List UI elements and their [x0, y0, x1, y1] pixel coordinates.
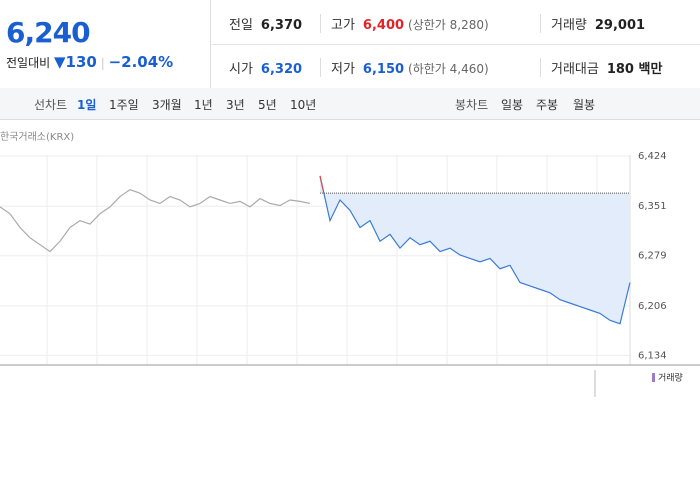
period-button[interactable]: 5년 — [258, 98, 277, 112]
toolbar-label: 봉차트 — [455, 98, 489, 112]
period-button[interactable]: 1주일 — [109, 98, 139, 112]
summary-item: 저가 6,150 (하한가 4,460) — [320, 58, 489, 77]
summary-value: 6,320 — [260, 62, 303, 77]
summary-label: 거래대금 — [551, 62, 599, 77]
change-rate: −2.04% — [108, 53, 174, 71]
y-tick-label: 6,206 — [638, 301, 667, 312]
period-button[interactable]: 월봉 — [573, 98, 596, 112]
summary-value: 6,370 — [260, 18, 303, 33]
period-button[interactable]: 3개월 — [152, 98, 182, 112]
summary-item: 시가 6,320 — [229, 58, 302, 77]
down-arrow: ▼ — [54, 53, 66, 71]
period-button[interactable]: 10년 — [290, 98, 317, 112]
legend-swatch — [652, 373, 655, 382]
data-source: 한국거래소(KRX) — [0, 131, 74, 143]
change: 전일대비 ▼130 | −2.04% — [6, 53, 174, 71]
period-button[interactable]: 주봉 — [536, 98, 559, 112]
change-label: 전일대비 — [6, 56, 51, 70]
summary-item: 고가 6,400 (상한가 8,280) — [320, 14, 489, 33]
quote-header: 6,240 전일대비 ▼130 | −2.04% 전일 6,370 고가 6,400(… — [0, 0, 700, 89]
period-button[interactable]: 일봉 — [501, 98, 524, 112]
summary-note: (상한가 8,280) — [408, 18, 489, 32]
period-button[interactable]: 1일 — [77, 98, 97, 112]
period-button[interactable]: 1년 — [194, 98, 213, 112]
area-fill — [320, 175, 630, 324]
summary-item: 거래대금 180 백만 — [540, 58, 662, 77]
y-tick-label: 6,279 — [638, 251, 667, 262]
summary-label: 고가 — [331, 18, 355, 33]
y-tick-label: 6,351 — [638, 201, 667, 212]
legend-label: 거래량 — [658, 372, 683, 384]
summary-item: 전일 6,370 — [229, 14, 302, 33]
price-line — [319, 175, 631, 325]
summary-note: (하한가 4,460) — [408, 62, 489, 76]
summary-label: 전일 — [229, 18, 253, 33]
summary-label: 저가 — [331, 62, 355, 77]
summary: 전일 6,370 고가 6,400 (상한가 8,280) 거래량 29,001 시가 6,32… — [210, 0, 700, 88]
summary-value: 6,400 — [362, 18, 405, 33]
y-tick-label: 6,134 — [638, 350, 667, 361]
summary-label: 시가 — [229, 62, 253, 77]
price-line — [0, 189, 311, 253]
period-button[interactable]: 3년 — [226, 98, 245, 112]
y-tick-label: 6,424 — [638, 151, 667, 162]
chart: 한국거래소(KRX) 6,134 6,206 6,279 6,351 6,424 거래량 — [0, 131, 700, 397]
summary-label: 거래량 — [551, 18, 587, 33]
summary-value: 180 백만 — [606, 62, 663, 77]
summary-item: 거래량 29,001 — [540, 14, 645, 33]
summary-value: 6,150 — [362, 62, 405, 77]
price: 6,240 — [6, 16, 91, 49]
toolbar: 선차트 1일 1주일 3개월 1년 3년 5년 10년 봉차트 일봉 주봉 월봉 — [0, 88, 700, 120]
summary-value: 29,001 — [594, 18, 646, 33]
toolbar-label: 선차트 — [34, 98, 68, 112]
change-value: 130 — [65, 53, 97, 71]
